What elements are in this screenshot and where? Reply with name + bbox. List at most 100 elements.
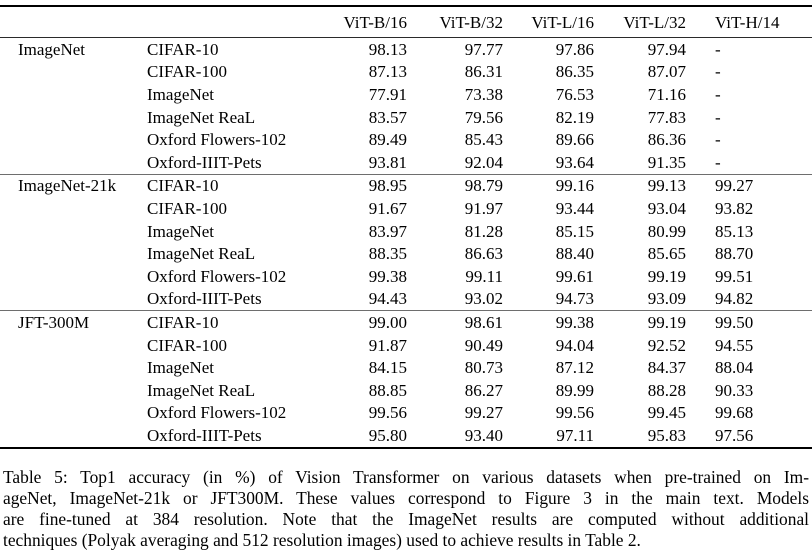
- pretrain-dataset-label: ImageNet-21k: [0, 173, 147, 198]
- results-table: ViT-B/16 ViT-B/32 ViT-L/16 ViT-L/32 ViT-H/14…: [0, 5, 812, 449]
- eval-dataset-label: CIFAR-100: [147, 198, 227, 218]
- accuracy-value: 98.13: [368, 39, 407, 59]
- accuracy-value: 99.38: [503, 310, 594, 334]
- eval-dataset-label: CIFAR-10: [147, 310, 330, 334]
- accuracy-value: 98.79: [407, 173, 503, 198]
- section-jft-300m: JFT-300M CIFAR-10 99.00 98.61 99.38 99.19 99.5…: [0, 310, 812, 448]
- accuracy-value: 92.52: [647, 335, 686, 355]
- accuracy-value: 93.09: [647, 289, 686, 309]
- accuracy-value: 88.04: [715, 358, 754, 378]
- eval-dataset-label: ImageNet ReaL: [147, 380, 256, 400]
- accuracy-value: 90.49: [464, 335, 503, 355]
- accuracy-value: -: [715, 84, 721, 104]
- accuracy-value: 73.38: [464, 84, 503, 104]
- empty-header-cell: [147, 6, 330, 38]
- eval-dataset-label: Oxford-IIIT-Pets: [147, 425, 262, 445]
- accuracy-value: 83.57: [368, 107, 407, 127]
- accuracy-value: 97.86: [555, 39, 594, 59]
- accuracy-value: 86.31: [464, 62, 503, 82]
- eval-dataset-label: Oxford Flowers-102: [147, 403, 287, 423]
- accuracy-value: 97.94: [647, 39, 686, 59]
- accuracy-value: 99.16: [503, 173, 594, 198]
- accuracy-value: 85.43: [464, 130, 503, 150]
- eval-dataset-label: ImageNet: [147, 358, 215, 378]
- accuracy-value: 79.56: [464, 107, 503, 127]
- table-row: Oxford-IIIT-Pets 95.80 93.40 97.11 95.83 97.5…: [0, 424, 812, 448]
- accuracy-value: 93.44: [555, 198, 594, 218]
- accuracy-value: 85.13: [715, 221, 754, 241]
- accuracy-value: 94.04: [555, 335, 594, 355]
- accuracy-value: 90.33: [715, 380, 754, 400]
- pretrain-dataset-label: [0, 128, 147, 151]
- table-row: Oxford Flowers-102 89.49 85.43 89.66 86.36 -: [0, 128, 812, 151]
- eval-dataset-label: Oxford-IIIT-Pets: [147, 152, 262, 172]
- accuracy-value: 99.19: [594, 310, 686, 334]
- accuracy-value: 91.35: [647, 152, 686, 172]
- accuracy-value: 99.11: [465, 266, 503, 286]
- accuracy-value: 99.13: [594, 173, 686, 198]
- accuracy-value: 93.64: [555, 152, 594, 172]
- table-row: CIFAR-100 91.67 91.97 93.44 93.04 93.82: [0, 197, 812, 220]
- table-row: Oxford Flowers-102 99.38 99.11 99.61 99.19 99…: [0, 265, 812, 288]
- pretrain-dataset-label: [0, 356, 147, 379]
- accuracy-value: 88.28: [647, 380, 686, 400]
- table-row: ImageNet-21k CIFAR-10 98.95 98.79 99.16 99.13…: [0, 173, 812, 198]
- column-header-vit-h-14: ViT-H/14: [686, 6, 812, 38]
- column-header-vit-l-16: ViT-L/16: [503, 6, 594, 38]
- accuracy-value: 91.67: [368, 198, 407, 218]
- eval-dataset-label: ImageNet ReaL: [147, 244, 256, 264]
- accuracy-value: 99.61: [555, 266, 594, 286]
- accuracy-value: 81.28: [464, 221, 503, 241]
- table-header: ViT-B/16 ViT-B/32 ViT-L/16 ViT-L/32 ViT-H/14: [0, 6, 812, 38]
- pretrain-dataset-label: [0, 242, 147, 265]
- eval-dataset-label: CIFAR-10: [147, 39, 219, 59]
- accuracy-value: 99.27: [464, 403, 503, 423]
- accuracy-value: 87.07: [647, 62, 686, 82]
- accuracy-value: 94.82: [715, 289, 754, 309]
- eval-dataset-label: Oxford Flowers-102: [147, 266, 287, 286]
- accuracy-value: 93.04: [647, 198, 686, 218]
- accuracy-value: 76.53: [555, 84, 594, 104]
- pretrain-dataset-label: JFT-300M: [0, 310, 147, 334]
- pretrain-dataset-label: [0, 151, 147, 174]
- table-row: ImageNet 83.97 81.28 85.15 80.99 85.13: [0, 220, 812, 243]
- caption-line: are fine-tuned at 384 resolution. Note t…: [3, 508, 809, 529]
- accuracy-value: 99.56: [555, 403, 594, 423]
- accuracy-value: -: [715, 130, 721, 150]
- caption-line: techniques (Polyak averaging and 512 res…: [3, 529, 641, 550]
- eval-dataset-label: ImageNet: [147, 221, 215, 241]
- pretrain-dataset-label: [0, 61, 147, 84]
- accuracy-value: 99.68: [715, 403, 754, 423]
- accuracy-value: 77.83: [647, 107, 686, 127]
- table-row: Oxford-IIIT-Pets 94.43 93.02 94.73 93.09 94.8…: [0, 288, 812, 311]
- pretrain-dataset-label: [0, 106, 147, 129]
- pretrain-dataset-label: [0, 288, 147, 311]
- accuracy-value: 93.02: [464, 289, 503, 309]
- column-header-vit-l-32: ViT-L/32: [594, 6, 686, 38]
- accuracy-value: 77.91: [368, 84, 407, 104]
- accuracy-value: 80.73: [464, 358, 503, 378]
- accuracy-value: 95.80: [368, 425, 407, 445]
- accuracy-value: 88.70: [715, 244, 754, 264]
- accuracy-value: 99.50: [686, 310, 812, 334]
- accuracy-value: 91.87: [368, 335, 407, 355]
- column-header-vit-b-16: ViT-B/16: [330, 6, 407, 38]
- accuracy-value: 83.97: [368, 221, 407, 241]
- table-row: ImageNet CIFAR-10 98.13 97.77 97.86 97.94 -: [0, 38, 812, 61]
- accuracy-value: 94.73: [555, 289, 594, 309]
- accuracy-value: 89.66: [555, 130, 594, 150]
- accuracy-value: -: [715, 39, 721, 59]
- accuracy-value: -: [715, 62, 721, 82]
- accuracy-value: 94.43: [368, 289, 407, 309]
- accuracy-value: 86.36: [647, 130, 686, 150]
- accuracy-value: 85.65: [647, 244, 686, 264]
- accuracy-value: 85.15: [555, 221, 594, 241]
- accuracy-value: 97.11: [556, 425, 594, 445]
- accuracy-value: 91.97: [464, 198, 503, 218]
- accuracy-value: 87.12: [555, 358, 594, 378]
- accuracy-value: 88.85: [368, 380, 407, 400]
- caption-line: Table 5: Top1 accuracy (in %) of Vision …: [3, 466, 809, 487]
- table-row: JFT-300M CIFAR-10 99.00 98.61 99.38 99.19 99.5…: [0, 310, 812, 334]
- accuracy-value: -: [715, 152, 721, 172]
